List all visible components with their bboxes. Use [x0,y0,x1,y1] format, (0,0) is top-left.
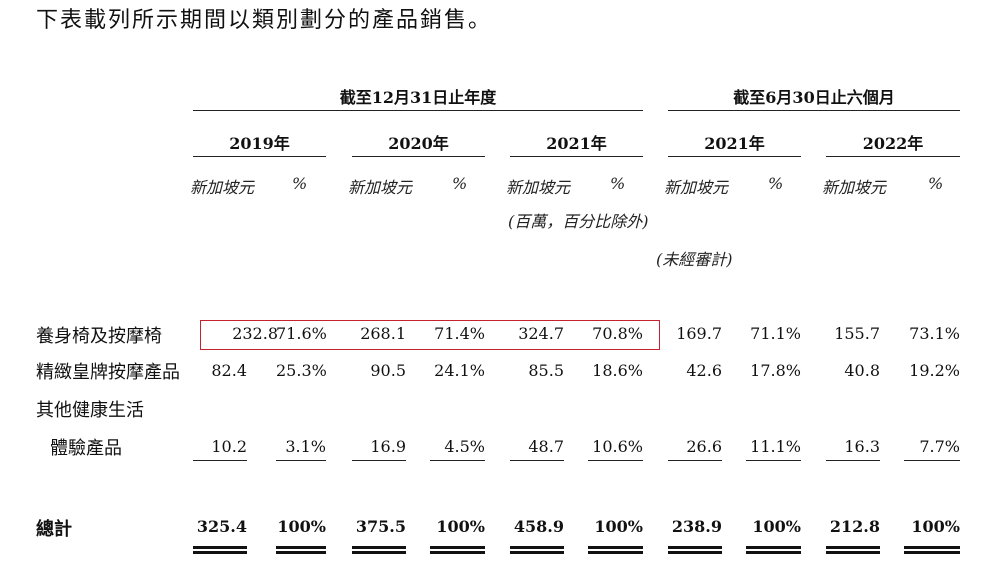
cell-value: 169.7 [676,324,722,343]
col-header-currency: 新加坡元 [190,178,255,197]
year-header-2019: 2019年 [229,134,290,153]
double-rule [668,546,722,554]
cell-value: 268.1 [360,324,406,343]
cell-value: 82.4 [211,361,247,380]
year-rule [668,156,801,157]
cell-pct: 7.7% [919,437,960,456]
year-header-2022-half: 2022年 [862,134,924,153]
subtotal-rule [746,460,801,461]
cell-value: 16.9 [370,437,406,456]
cell-pct: 3.1% [285,437,326,456]
subtotal-rule [352,460,406,461]
cell-pct: 71.6% [276,324,327,343]
cell-pct: 18.6% [592,361,643,380]
row-label: 精緻皇牌按摩產品 [36,362,180,383]
total-pct: 100% [277,517,326,536]
total-value: 375.5 [355,517,406,536]
col-header-pct: % [768,174,784,193]
col-header-pct: % [452,174,468,193]
cell-value: 324.7 [518,324,564,343]
row-label: 其他健康生活 [36,400,144,421]
total-value: 212.8 [829,517,880,536]
double-rule [276,546,326,554]
subtotal-rule [276,460,326,461]
unaudited-note: (未經審計) [656,250,733,269]
year-rule [352,156,485,157]
cell-pct: 19.2% [909,361,960,380]
cell-pct: 10.6% [592,437,643,456]
year-rule [510,156,643,157]
double-rule [193,546,247,554]
highlight-box [200,320,660,350]
cell-value: 40.8 [844,361,880,380]
group-header-half-year: 截至6月30日止六個月 [733,88,895,107]
cell-pct: 70.8% [592,324,643,343]
subtotal-rule [668,460,722,461]
group-header-full-year: 截至12月31日止年度 [339,88,497,107]
cell-pct: 71.4% [434,324,485,343]
col-header-currency: 新加坡元 [664,178,729,197]
col-header-pct: % [610,174,626,193]
subtotal-rule [510,460,564,461]
double-rule [826,546,880,554]
double-rule [588,546,643,554]
row-label-continued: 體驗產品 [50,438,122,459]
col-header-currency: 新加坡元 [348,178,413,197]
total-pct: 100% [752,517,801,536]
year-rule [826,156,960,157]
group-rule-full-year [193,110,643,111]
col-header-pct: % [928,174,944,193]
intro-text: 下表載列所示期間以類別劃分的產品銷售。 [36,8,493,33]
cell-value: 10.2 [211,437,247,456]
subtotal-rule [430,460,485,461]
double-rule [510,546,564,554]
double-rule [352,546,406,554]
cell-value: 26.6 [686,437,722,456]
cell-value: 42.6 [686,361,722,380]
cell-value: 85.5 [528,361,564,380]
subtotal-rule [588,460,643,461]
col-header-currency: 新加坡元 [506,178,571,197]
total-pct: 100% [594,517,643,536]
cell-pct: 11.1% [750,437,801,456]
double-rule [430,546,485,554]
cell-pct: 4.5% [444,437,485,456]
year-header-2020: 2020年 [388,134,449,153]
total-pct: 100% [911,517,960,536]
cell-value: 232.8 [232,324,278,343]
cell-pct: 17.8% [750,361,801,380]
total-value: 325.4 [196,517,247,536]
subtotal-rule [826,460,880,461]
total-pct: 100% [436,517,485,536]
cell-value: 90.5 [370,361,406,380]
subtotal-rule [904,460,960,461]
subtotal-rule [193,460,247,461]
cell-value: 155.7 [834,324,880,343]
col-header-pct: % [292,174,308,193]
cell-pct: 24.1% [434,361,485,380]
cell-value: 48.7 [528,437,564,456]
double-rule [746,546,801,554]
total-label: 總計 [36,519,72,540]
year-header-2021-half: 2021年 [704,134,765,153]
unit-note: (百萬，百分比除外) [508,212,649,231]
cell-pct: 25.3% [276,361,327,380]
row-label: 養身椅及按摩椅 [36,326,162,347]
cell-pct: 73.1% [909,324,960,343]
double-rule [904,546,960,554]
cell-value: 16.3 [844,437,880,456]
year-header-2021: 2021年 [546,134,607,153]
col-header-currency: 新加坡元 [822,178,887,197]
group-rule-half-year [668,110,960,111]
total-value: 238.9 [671,517,722,536]
total-value: 458.9 [513,517,564,536]
year-rule [193,156,326,157]
cell-pct: 71.1% [750,324,801,343]
